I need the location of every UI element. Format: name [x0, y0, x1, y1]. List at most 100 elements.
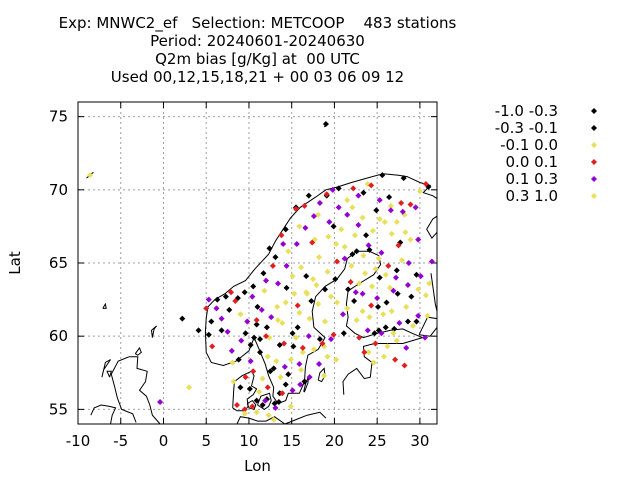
data-point: [405, 260, 412, 266]
data-point: [316, 336, 323, 343]
data-point: [303, 273, 310, 280]
data-point: [313, 281, 320, 288]
data-point: [378, 249, 385, 256]
data-point: [250, 368, 257, 375]
data-point: [257, 336, 264, 343]
data-point: [302, 224, 309, 231]
legend-marker: [591, 125, 597, 131]
coastline-segment: [205, 250, 423, 405]
data-point: [410, 322, 417, 329]
data-point: [259, 375, 266, 382]
data-point: [268, 314, 275, 321]
data-point: [363, 232, 370, 239]
coastline-segment: [246, 399, 257, 411]
data-point: [218, 315, 225, 322]
data-point: [298, 264, 305, 271]
data-point: [238, 337, 245, 344]
data-point: [373, 207, 380, 214]
data-point: [303, 289, 310, 296]
data-point: [360, 252, 367, 259]
data-point: [289, 387, 296, 394]
data-point: [285, 248, 292, 255]
data-point: [253, 409, 260, 416]
data-point: [394, 290, 401, 297]
data-point: [203, 305, 210, 312]
data-point: [285, 371, 292, 378]
data-point: [249, 403, 256, 410]
data-point: [242, 374, 249, 381]
data-point: [253, 317, 260, 324]
coastline-segment: [303, 375, 310, 393]
data-point: [273, 358, 280, 365]
data-point: [270, 365, 277, 372]
data-point: [335, 204, 342, 211]
data-point: [186, 384, 193, 391]
title-line-3: Q2m bias [g/Kg] at 00 UTC: [155, 50, 360, 68]
data-point: [366, 314, 373, 321]
y-tick-label: 75: [49, 108, 68, 126]
data-point: [305, 333, 312, 340]
data-point: [299, 349, 306, 356]
data-point: [322, 120, 329, 127]
legend: -1.0 -0.3-0.3 -0.1-0.1 0.00.0 0.10.1 0.3…: [495, 102, 597, 205]
data-point: [387, 202, 394, 209]
data-point: [292, 334, 299, 341]
data-point: [263, 333, 270, 340]
data-point: [308, 298, 315, 305]
data-point: [390, 287, 397, 294]
data-point: [360, 189, 367, 196]
data-point: [205, 296, 212, 303]
data-point: [283, 262, 290, 269]
data-point: [241, 410, 248, 417]
data-point: [369, 227, 376, 234]
coastline-segment: [90, 404, 117, 425]
data-point: [250, 283, 257, 290]
coastline-segment: [342, 337, 423, 395]
data-point: [249, 293, 256, 300]
x-tick-label: 30: [410, 432, 429, 450]
x-tick-label: 25: [368, 432, 387, 450]
data-point: [269, 262, 276, 269]
data-point: [251, 334, 258, 341]
data-point: [395, 242, 402, 249]
data-point: [335, 185, 342, 192]
data-point: [344, 197, 351, 204]
data-point: [388, 230, 395, 237]
data-point: [262, 397, 269, 404]
data-point: [263, 277, 270, 284]
data-point: [329, 186, 336, 193]
data-point: [301, 202, 308, 209]
data-point: [322, 286, 329, 293]
data-point: [289, 273, 296, 280]
data-point: [157, 399, 164, 406]
legend-label: 0.0 0.1: [506, 153, 558, 171]
data-point: [413, 318, 420, 325]
data-point: [281, 363, 288, 370]
data-point: [230, 378, 237, 385]
data-point: [222, 293, 229, 300]
data-point: [237, 311, 244, 318]
data-point: [282, 226, 289, 233]
legend-marker: [591, 108, 597, 114]
data-point: [277, 374, 284, 381]
data-point: [257, 349, 264, 356]
data-point: [344, 305, 351, 312]
data-point: [179, 315, 186, 322]
legend-label: -1.0 -0.3: [495, 102, 558, 120]
data-point: [428, 258, 435, 265]
data-point: [330, 223, 337, 230]
data-point: [267, 368, 274, 375]
data-point: [352, 289, 359, 296]
data-point: [381, 353, 388, 360]
data-point: [229, 359, 236, 366]
data-point: [374, 295, 381, 302]
data-point: [260, 270, 267, 277]
data-point: [224, 328, 231, 335]
data-point: [241, 289, 248, 296]
data-point: [424, 312, 431, 319]
data-point: [415, 286, 422, 293]
data-point: [274, 303, 281, 310]
data-point: [403, 344, 410, 351]
data-point: [228, 347, 235, 354]
data-point: [296, 309, 303, 316]
